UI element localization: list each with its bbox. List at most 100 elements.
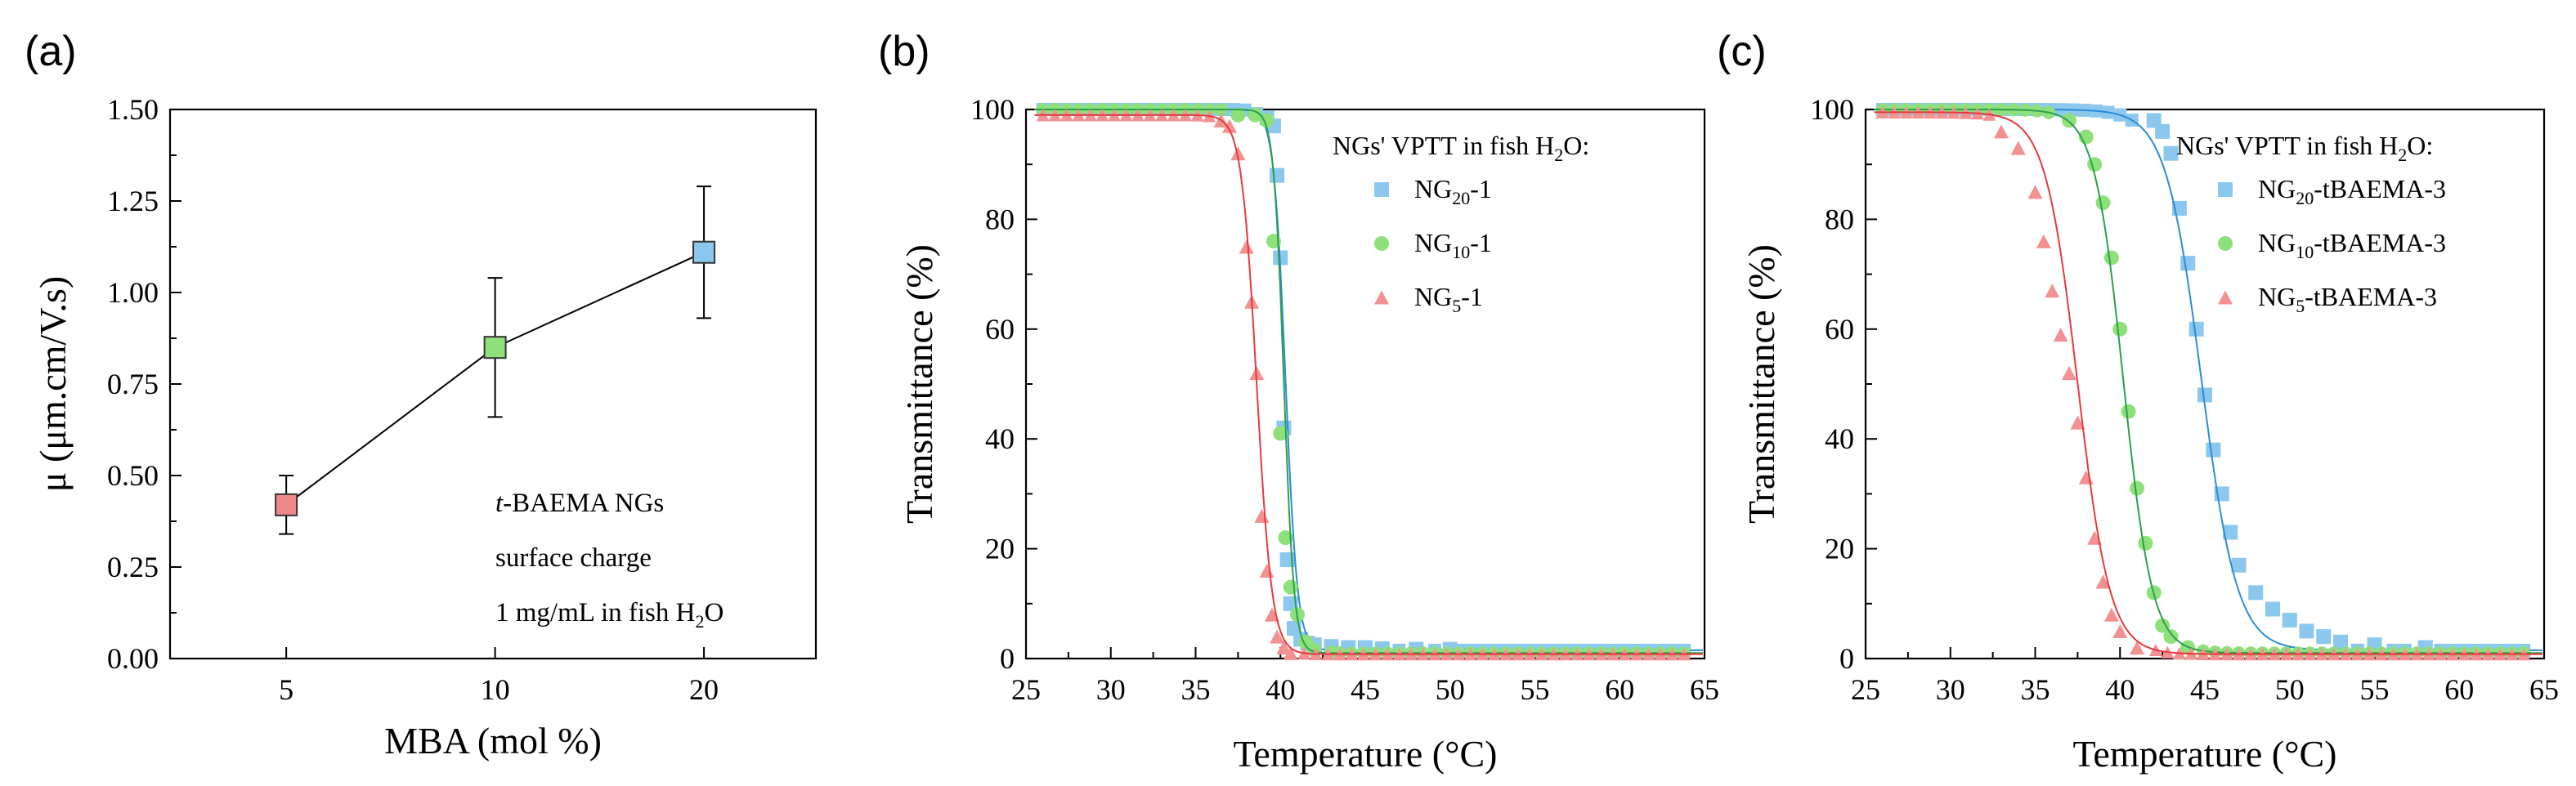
panel-a-data bbox=[275, 185, 716, 535]
data-point bbox=[2155, 618, 2171, 633]
legend-title-post: O: bbox=[1563, 131, 1589, 160]
x-tick-label: 40 bbox=[2105, 673, 2135, 706]
legend-label: NG20-tBAEMA-3 bbox=[2258, 174, 2446, 208]
data-point bbox=[2087, 157, 2103, 172]
legend-label: NG20-1 bbox=[1414, 174, 1492, 208]
annotation-line-1-rest: -BAEMA NGs bbox=[503, 489, 664, 518]
data-point bbox=[2130, 480, 2144, 496]
legend-title-sub: 2 bbox=[1554, 145, 1563, 165]
data-point bbox=[2036, 234, 2051, 248]
y-tick-label: 0.00 bbox=[107, 642, 159, 675]
y-tick-label: 20 bbox=[985, 533, 1015, 565]
panel-b-y-axis-title: Transmittance (%) bbox=[898, 244, 940, 524]
data-point bbox=[2121, 404, 2136, 419]
data-point bbox=[2188, 321, 2204, 337]
data-point bbox=[1239, 239, 1254, 254]
data-point bbox=[2062, 366, 2076, 381]
data-point bbox=[1283, 579, 1298, 595]
panel-c-legend: NGs' VPTT in fish H2O: NG20-tBAEMA-3NG10… bbox=[2176, 131, 2446, 316]
legend-label-pre: NG bbox=[2258, 174, 2296, 203]
data-point bbox=[1248, 107, 1263, 123]
data-point bbox=[1994, 124, 2009, 139]
y-tick-label: 1.00 bbox=[107, 276, 159, 309]
legend-label: NG10-1 bbox=[1414, 228, 1492, 262]
x-tick-label: 55 bbox=[2360, 673, 2390, 706]
y-tick-label: 40 bbox=[1825, 422, 1854, 455]
panel-c-y-axis-title: Transmittance (%) bbox=[1740, 244, 1782, 524]
y-tick-label: 20 bbox=[1825, 533, 1854, 565]
legend-label-pre: NG bbox=[2258, 282, 2296, 311]
panel-b-legend-title: NGs' VPTT in fish H2O: bbox=[1333, 131, 1589, 165]
legend-marker bbox=[2218, 290, 2233, 305]
x-tick-label: 50 bbox=[1436, 673, 1465, 706]
legend-label-post: -tBAEMA-3 bbox=[2305, 282, 2437, 311]
x-tick-label: 30 bbox=[1096, 673, 1126, 706]
fit-curve bbox=[1034, 114, 1703, 655]
data-point bbox=[2027, 185, 2043, 199]
data-point bbox=[2265, 601, 2280, 617]
y-tick-label: 100 bbox=[970, 93, 1015, 126]
data-point bbox=[1230, 146, 1246, 161]
y-tick-label: 0 bbox=[1839, 642, 1854, 675]
legend-label-sub: 20 bbox=[1452, 188, 1470, 208]
data-point bbox=[2155, 123, 2171, 139]
data-point bbox=[2282, 612, 2297, 627]
y-tick-label: 0.75 bbox=[107, 368, 159, 400]
y-tick-label: 80 bbox=[985, 203, 1015, 235]
data-point bbox=[1254, 508, 1270, 523]
x-tick-label: 35 bbox=[1181, 673, 1211, 706]
x-tick-label: 65 bbox=[2529, 673, 2559, 706]
data-point bbox=[2138, 535, 2153, 551]
panel-b-data bbox=[1034, 103, 1703, 661]
legend-label-pre: NG bbox=[2258, 228, 2296, 257]
panel-a-y-axis-title: μ (μm.cm/V.s) bbox=[32, 276, 74, 492]
data-point bbox=[1264, 607, 1279, 622]
legend-marker bbox=[1374, 236, 1389, 251]
data-point bbox=[2316, 629, 2332, 645]
data-point bbox=[2087, 530, 2103, 545]
legend-title-pre: NGs' VPTT in fish H bbox=[1333, 131, 1554, 160]
x-tick-label: 60 bbox=[2444, 673, 2474, 706]
annotation-line-2: surface charge bbox=[495, 543, 652, 573]
legend-marker bbox=[1374, 290, 1389, 305]
legend-label-sub: 5 bbox=[1452, 296, 1461, 316]
data-point bbox=[692, 240, 716, 264]
panel-c-legend-title: NGs' VPTT in fish H2O: bbox=[2176, 131, 2433, 165]
panel-a-ticks bbox=[170, 109, 706, 659]
y-tick-label: 80 bbox=[1825, 203, 1854, 235]
data-point bbox=[2103, 607, 2119, 622]
annotation-line-3-pre: 1 mg/mL in fish H bbox=[495, 598, 695, 627]
data-point bbox=[2103, 250, 2119, 266]
x-tick-label: 40 bbox=[1266, 673, 1295, 706]
x-tick-label: 50 bbox=[2275, 673, 2305, 706]
x-tick-label: 35 bbox=[2021, 673, 2050, 706]
panel-a-label: (a) bbox=[25, 28, 77, 75]
panel-c-x-axis-title: Temperature (°C) bbox=[2073, 733, 2337, 775]
legend-label-post: -1 bbox=[1470, 174, 1492, 203]
fit-curve bbox=[1874, 111, 2542, 655]
data-point bbox=[2070, 415, 2085, 430]
annotation-line-3: 1 mg/mL in fish H2O bbox=[495, 598, 724, 632]
legend-label: NG5-1 bbox=[1414, 282, 1483, 316]
x-tick-label: 10 bbox=[481, 673, 510, 706]
data-point bbox=[2112, 321, 2128, 337]
data-point bbox=[1222, 118, 1237, 133]
x-tick-label: 65 bbox=[1690, 673, 1719, 706]
data-point bbox=[2248, 585, 2264, 601]
data-point bbox=[483, 336, 507, 360]
legend-label-sub: 10 bbox=[1452, 242, 1470, 262]
legend-label-pre: NG bbox=[1414, 228, 1452, 257]
legend-marker bbox=[1374, 182, 1389, 197]
annotation-line-1: t-BAEMA NGs bbox=[495, 489, 664, 518]
data-point bbox=[1230, 107, 1246, 123]
legend-label-pre: NG bbox=[1414, 282, 1452, 311]
legend-title-pre: NGs' VPTT in fish H bbox=[2176, 131, 2398, 160]
x-tick-label: 25 bbox=[1011, 673, 1041, 706]
y-tick-label: 40 bbox=[985, 422, 1015, 455]
data-point bbox=[2223, 525, 2238, 540]
x-tick-label: 30 bbox=[1936, 673, 1965, 706]
